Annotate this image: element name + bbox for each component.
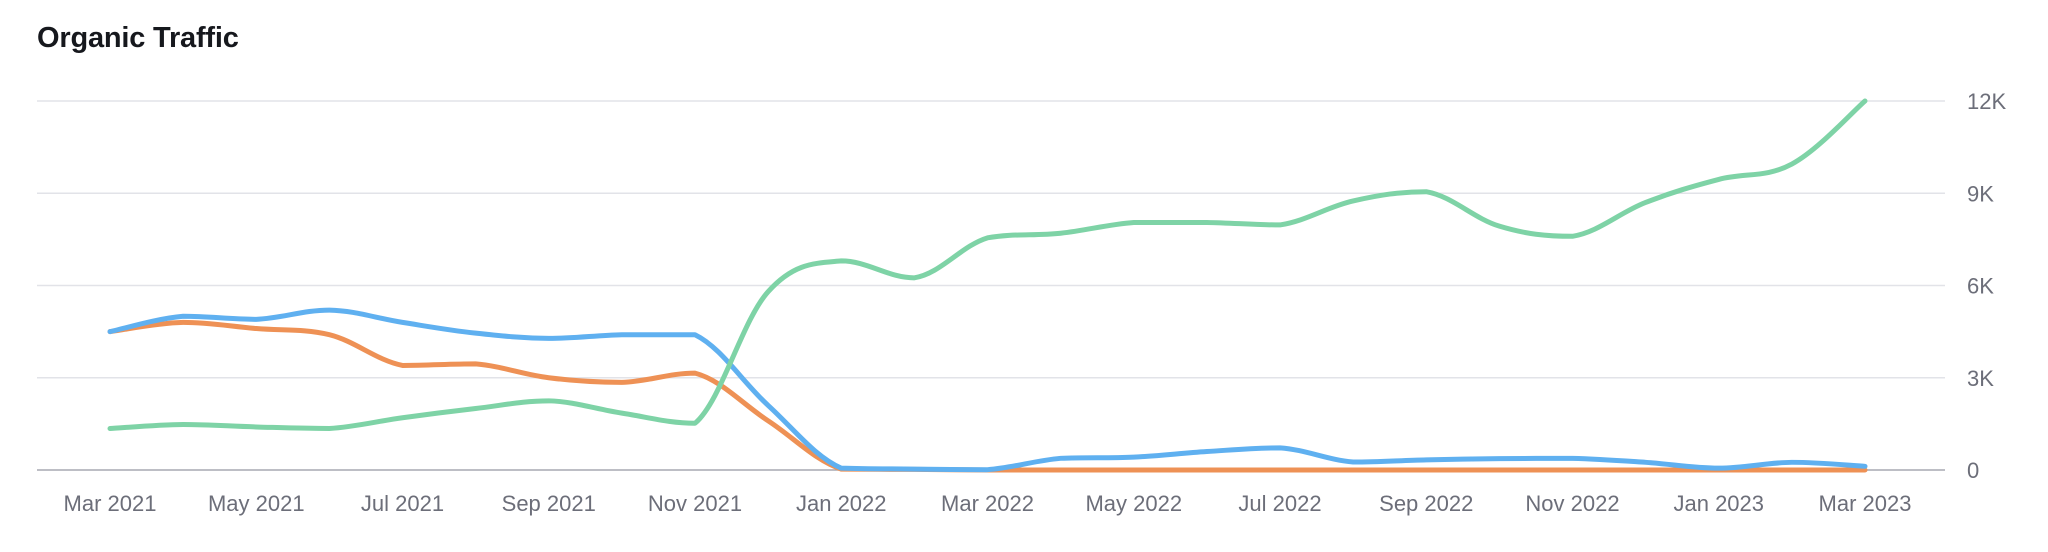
y-tick-label: 6K bbox=[1967, 274, 1994, 299]
x-tick-label: Nov 2021 bbox=[648, 491, 742, 516]
series-line-1 bbox=[107, 98, 1868, 431]
chart-title: Organic Traffic bbox=[37, 22, 239, 54]
x-tick-label: Sep 2022 bbox=[1379, 491, 1473, 516]
x-tick-label: Jul 2021 bbox=[361, 491, 444, 516]
x-tick-label: Nov 2022 bbox=[1525, 491, 1619, 516]
x-tick-label: Mar 2021 bbox=[64, 491, 157, 516]
series-line-2 bbox=[107, 307, 1868, 473]
x-tick-label: May 2021 bbox=[208, 491, 305, 516]
series-line-3 bbox=[107, 319, 1868, 473]
gridlines bbox=[37, 100, 1945, 471]
series-lines bbox=[107, 98, 1868, 473]
x-tick-label: Sep 2021 bbox=[502, 491, 596, 516]
x-tick-label: Jan 2023 bbox=[1673, 491, 1764, 516]
x-tick-label: Mar 2023 bbox=[1819, 491, 1912, 516]
y-tick-label: 3K bbox=[1967, 366, 1994, 391]
x-axis-tick-labels: Mar 2021 May 2021 Jul 2021 Sep 2021 Nov 2021… bbox=[64, 491, 1912, 516]
y-axis-tick-labels: 0 3K 6K 9K 12K bbox=[1967, 89, 2006, 483]
x-tick-label: Mar 2022 bbox=[941, 491, 1034, 516]
y-tick-label: 0 bbox=[1967, 458, 1979, 483]
x-tick-label: Jan 2022 bbox=[796, 491, 887, 516]
y-tick-label: 9K bbox=[1967, 181, 1994, 206]
x-tick-label: Jul 2022 bbox=[1238, 491, 1321, 516]
y-tick-label: 12K bbox=[1967, 89, 2006, 114]
x-tick-label: May 2022 bbox=[1085, 491, 1182, 516]
